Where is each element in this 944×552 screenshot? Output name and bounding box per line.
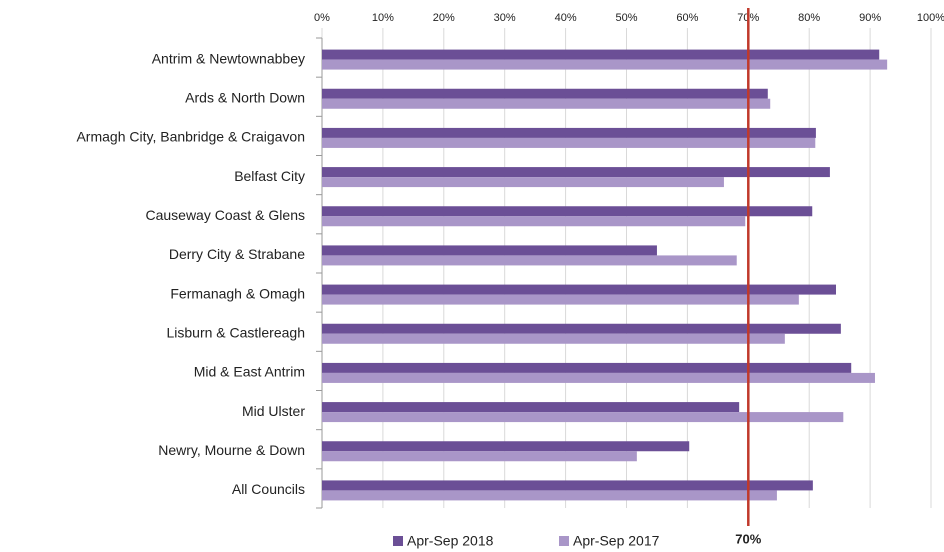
x-tick-label: 100% [917, 12, 944, 24]
category-label: Fermanagh & Omagh [170, 285, 305, 301]
category-label: Derry City & Strabane [169, 246, 305, 262]
bar [322, 362, 852, 373]
bar [322, 333, 785, 344]
x-tick-label: 0% [314, 12, 330, 24]
bar [322, 127, 816, 138]
x-tick-label: 60% [676, 12, 698, 24]
bar [322, 177, 724, 188]
bar [322, 441, 690, 452]
bar [322, 49, 880, 60]
category-label: Mid & East Antrim [194, 364, 305, 380]
x-tick-label: 40% [555, 12, 577, 24]
legend-swatch [559, 536, 569, 546]
category-label: Belfast City [234, 168, 305, 184]
bar [322, 412, 844, 423]
x-tick-label: 90% [859, 12, 881, 24]
bar [322, 402, 740, 413]
bar [322, 59, 888, 70]
bar [322, 206, 813, 217]
category-label: Armagh City, Banbridge & Craigavon [76, 129, 305, 145]
category-label: Newry, Mourne & Down [158, 442, 305, 458]
bar [322, 284, 836, 295]
legend-label: Apr-Sep 2017 [573, 533, 660, 549]
bar [322, 294, 799, 305]
x-tick-label: 20% [433, 12, 455, 24]
x-tick-label: 80% [798, 12, 820, 24]
bar [322, 255, 737, 266]
x-tick-label: 10% [372, 12, 394, 24]
bar [322, 167, 830, 178]
bar [322, 88, 768, 99]
x-tick-label: 50% [615, 12, 637, 24]
bar [322, 323, 841, 334]
bar [322, 98, 771, 109]
category-label: Ards & North Down [185, 89, 305, 105]
category-label: Causeway Coast & Glens [145, 207, 305, 223]
category-label: Antrim & Newtownabbey [152, 50, 305, 66]
bar [322, 137, 816, 148]
bar [322, 216, 746, 227]
category-label: All Councils [232, 481, 305, 497]
bar [322, 245, 657, 256]
bar [322, 490, 777, 501]
target-label: 70% [735, 531, 761, 546]
legend-swatch [393, 536, 403, 546]
x-tick-label: 30% [494, 12, 516, 24]
legend-label: Apr-Sep 2018 [407, 533, 494, 549]
bar [322, 480, 813, 491]
bar [322, 451, 637, 462]
category-label: Lisburn & Castlereagh [166, 324, 305, 340]
bar [322, 372, 875, 383]
category-label: Mid Ulster [242, 403, 305, 419]
